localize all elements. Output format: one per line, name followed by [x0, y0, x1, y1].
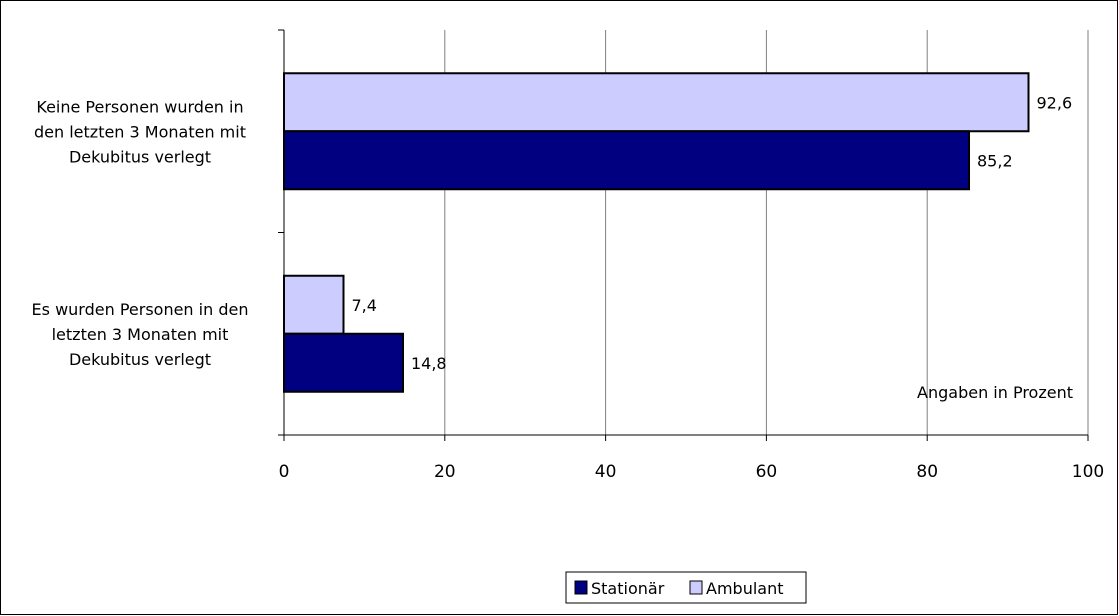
- x-tick-label: 0: [279, 462, 290, 482]
- category-label: den letzten 3 Monaten mit: [34, 122, 246, 141]
- data-label: 14,8: [411, 354, 447, 373]
- x-tick-label: 40: [595, 462, 617, 482]
- labels: 0 20 40 60 80 100 92,6 85,2 Keine Personen wurde…: [32, 93, 1105, 482]
- bar-ambulant: [283, 72, 1030, 133]
- bar-ambulant: [283, 274, 345, 335]
- axes: [278, 29, 1089, 441]
- category-label: Keine Personen wurden in: [36, 97, 243, 116]
- legend-swatch: [689, 580, 703, 595]
- legend-label: Ambulant: [706, 579, 784, 598]
- data-label: 7,4: [351, 296, 376, 315]
- category-label: letzten 3 Monaten mit: [52, 325, 229, 344]
- category-label: Dekubitus verlegt: [69, 147, 211, 166]
- data-label: 85,2: [977, 151, 1013, 170]
- category-label: Dekubitus verlegt: [69, 350, 211, 369]
- x-tick-label: 100: [1072, 462, 1104, 482]
- legend-label: Stationär: [591, 579, 665, 598]
- x-tick-label: 80: [916, 462, 938, 482]
- legend-box: [565, 571, 807, 604]
- units-annotation: Angaben in Prozent: [917, 383, 1073, 402]
- data-label: 92,6: [1037, 93, 1073, 112]
- category-label: Es wurden Personen in den: [32, 300, 249, 319]
- legend: Stationär Ambulant: [565, 571, 807, 604]
- bar-stationr: [283, 332, 404, 393]
- x-tick-label: 20: [434, 462, 456, 482]
- x-tick-label: 60: [756, 462, 778, 482]
- legend-swatch: [574, 580, 588, 595]
- bar-stationr: [283, 130, 971, 191]
